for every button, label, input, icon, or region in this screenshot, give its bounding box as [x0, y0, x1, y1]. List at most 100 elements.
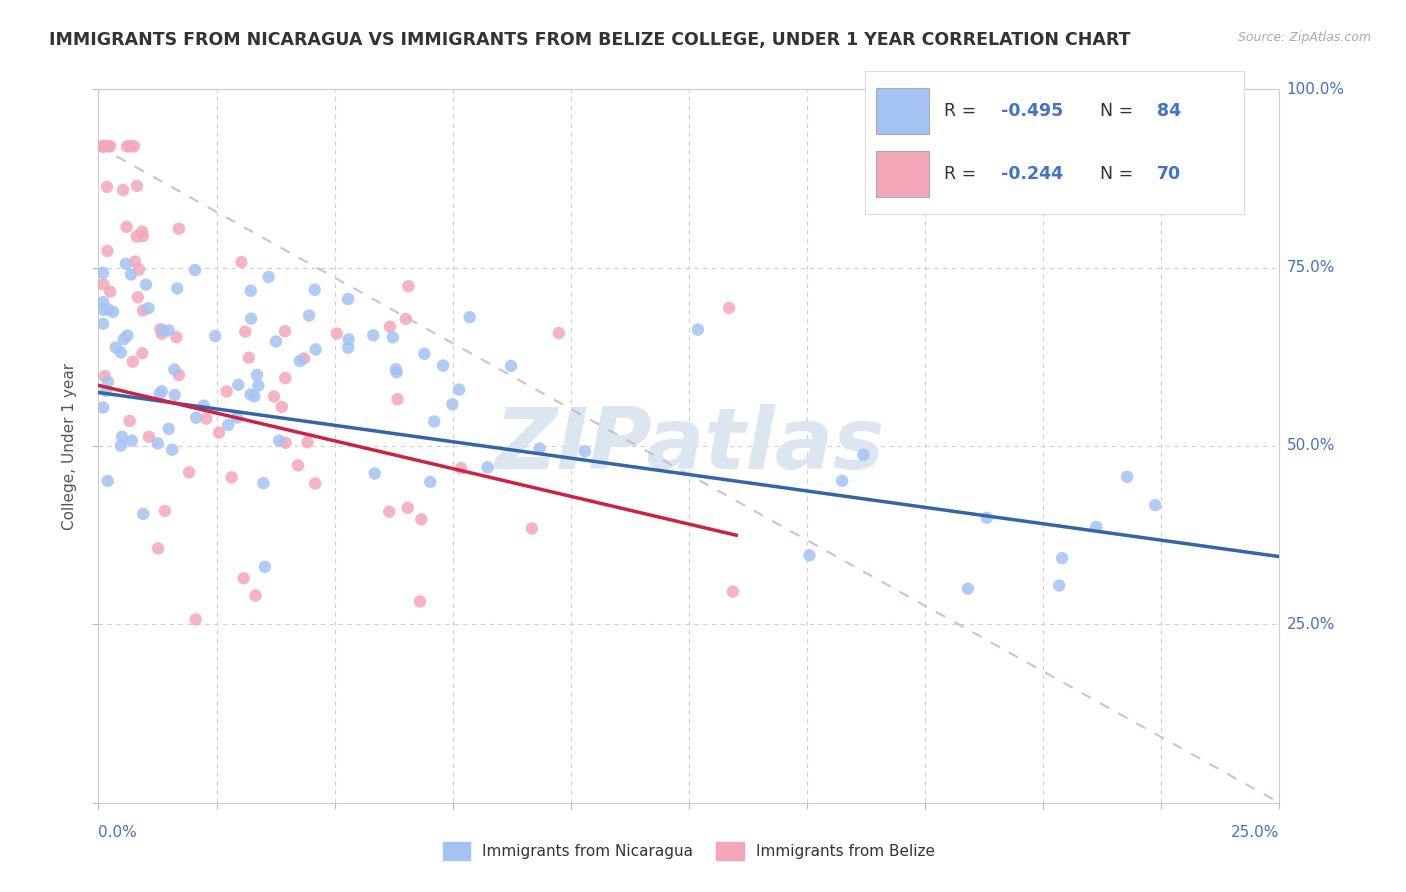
Text: R =: R =	[945, 165, 983, 183]
Point	[150, 384, 173, 399]
Point	[125, 229, 148, 244]
Point	[131, 346, 153, 360]
Point	[270, 400, 292, 414]
Text: IMMIGRANTS FROM NICARAGUA VS IMMIGRANTS FROM BELIZE COLLEGE, UNDER 1 YEAR CORREL: IMMIGRANTS FROM NICARAGUA VS IMMIGRANTS …	[49, 31, 1130, 49]
Point	[246, 368, 269, 382]
Text: 25.0%: 25.0%	[1286, 617, 1334, 632]
Point	[398, 279, 420, 293]
Point	[104, 341, 127, 355]
Point	[94, 384, 117, 398]
Point	[799, 548, 821, 562]
Point	[117, 328, 139, 343]
Point	[146, 541, 169, 556]
Point	[499, 359, 522, 373]
Y-axis label: College, Under 1 year: College, Under 1 year	[62, 362, 77, 530]
Point	[96, 179, 118, 194]
Point	[195, 411, 218, 425]
Point	[395, 312, 418, 326]
Point	[91, 295, 114, 310]
Point	[253, 559, 276, 574]
Point	[337, 292, 360, 306]
Point	[97, 375, 120, 389]
Point	[247, 378, 270, 392]
Point	[274, 324, 297, 338]
Point	[120, 268, 142, 282]
Point	[232, 571, 254, 585]
Point	[215, 384, 238, 399]
Point	[94, 139, 117, 153]
Text: Source: ZipAtlas.com: Source: ZipAtlas.com	[1237, 31, 1371, 45]
Point	[128, 262, 150, 277]
Text: N =: N =	[1099, 103, 1139, 120]
Point	[976, 511, 998, 525]
Point	[93, 369, 115, 384]
Legend: Immigrants from Nicaragua, Immigrants from Belize: Immigrants from Nicaragua, Immigrants fr…	[437, 836, 941, 866]
Point	[91, 139, 114, 153]
Point	[91, 302, 114, 317]
Point	[239, 284, 262, 298]
Point	[363, 328, 385, 343]
Point	[267, 434, 290, 448]
Point	[233, 325, 256, 339]
Point	[831, 474, 853, 488]
Point	[132, 303, 155, 318]
Point	[1047, 578, 1070, 592]
FancyBboxPatch shape	[876, 88, 929, 134]
Point	[91, 401, 114, 415]
Point	[131, 225, 153, 239]
Text: 50.0%: 50.0%	[1286, 439, 1334, 453]
Text: ZIPatlas: ZIPatlas	[494, 404, 884, 488]
Point	[98, 285, 121, 299]
Point	[238, 351, 260, 365]
Point	[127, 290, 149, 304]
FancyBboxPatch shape	[876, 152, 929, 197]
Point	[124, 254, 146, 268]
Point	[150, 326, 173, 341]
Point	[115, 257, 138, 271]
Point	[166, 330, 188, 344]
Point	[125, 178, 148, 193]
Point	[111, 430, 134, 444]
Point	[297, 435, 319, 450]
Point	[91, 266, 114, 280]
Point	[337, 332, 360, 346]
Point	[97, 302, 120, 317]
Point	[91, 139, 114, 153]
Point	[257, 269, 280, 284]
Point	[132, 229, 155, 244]
Point	[184, 612, 207, 626]
Point	[160, 442, 183, 457]
Point	[91, 139, 114, 153]
Text: -0.244: -0.244	[1001, 165, 1063, 183]
Point	[157, 422, 180, 436]
Point	[450, 461, 472, 475]
Point	[378, 319, 401, 334]
Point	[686, 323, 709, 337]
Point	[163, 388, 186, 402]
Point	[115, 219, 138, 234]
Point	[110, 439, 132, 453]
Point	[149, 387, 172, 401]
Point	[91, 317, 114, 331]
Point	[184, 263, 207, 277]
Point	[132, 507, 155, 521]
Point	[226, 410, 249, 425]
Text: 75.0%: 75.0%	[1286, 260, 1334, 275]
Point	[97, 474, 120, 488]
Point	[239, 387, 262, 401]
Point	[243, 389, 266, 403]
Text: -0.495: -0.495	[1001, 103, 1063, 120]
Text: 25.0%: 25.0%	[1232, 825, 1279, 840]
Point	[231, 255, 253, 269]
Point	[1050, 551, 1073, 566]
Point	[122, 139, 145, 153]
Point	[112, 183, 135, 197]
Point	[245, 589, 267, 603]
Point	[146, 436, 169, 450]
Point	[364, 467, 387, 481]
Point	[956, 582, 979, 596]
Point	[91, 277, 114, 292]
Point	[432, 359, 454, 373]
Point	[112, 332, 135, 346]
Text: 100.0%: 100.0%	[1286, 82, 1344, 96]
